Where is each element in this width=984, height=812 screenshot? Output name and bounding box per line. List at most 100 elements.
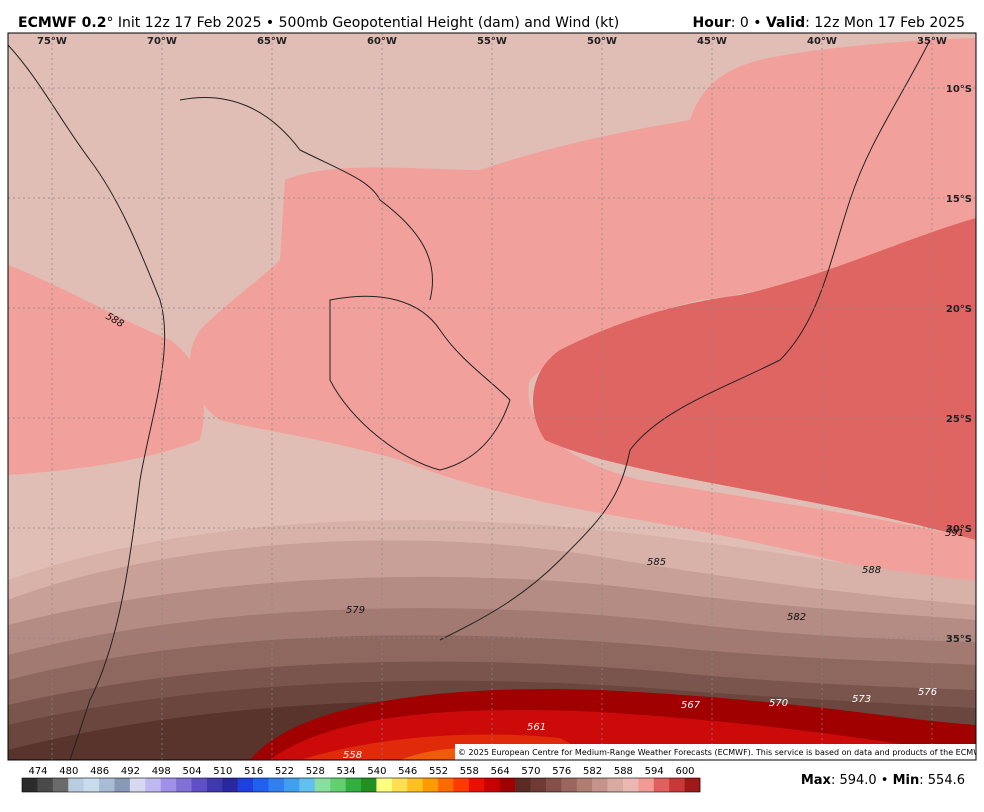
max-label: Max [801,773,832,788]
graticule [8,33,976,760]
contour-label: 576 [918,687,937,698]
colorbar-segment [468,778,485,792]
colorbar-label: 480 [59,766,78,777]
colorbar-segment [499,778,516,792]
colorbar-segment [530,778,547,792]
contour-label: 585 [647,557,666,568]
colorbar-segment [299,778,316,792]
coastline-west [8,44,166,760]
colorbar-segment [638,778,655,792]
lon-label: 75°W [37,36,67,47]
colorbar-segment [99,778,115,792]
colorbar-segment [237,778,254,792]
colorbar-segment [191,778,208,792]
colorbar-segment [515,778,531,792]
colorbar-segment [438,778,454,792]
colorbar-segment [37,778,54,792]
colorbar-segment [222,778,239,792]
model: ECMWF 0.2 [18,15,106,31]
contour-label: 588 [862,565,881,576]
valid-label: Valid [766,15,805,31]
max: : 594.0 • [831,773,893,788]
header-title: ECMWF 0.2° Init 12z 17 Feb 2025 • 500mb … [18,15,619,31]
colorbar-segment [268,778,285,792]
border-paraguay [329,295,511,471]
colorbar-segment [407,778,423,792]
lon-label: 35°W [917,36,947,47]
colorbar-label: 528 [306,766,325,777]
lon-label: 60°W [367,36,397,47]
colorbar-segment [453,778,470,792]
shade-588 [189,38,976,600]
min-label: Min [893,773,920,788]
map: 75°W 70°W 65°W 60°W 55°W 50°W 45°W 40°W 35°W 10°… [8,33,984,761]
title-rest: ° Init 12z 17 Feb 2025 • 500mb Geopotent… [106,15,619,31]
lat-label: 15°S [946,194,972,205]
colorbar-segment [83,778,100,792]
colorbar-segment [376,778,393,792]
colorbar-label: 588 [614,766,633,777]
contour-label: 558 [343,750,362,761]
colorbar-label: 552 [429,766,448,777]
colorbar-label: 570 [521,766,540,777]
shade-588-west [8,265,204,475]
colorbar-segment [545,778,562,792]
contour-label: 582 [787,612,806,623]
colorbar-segment [607,778,624,792]
lat-label: 30°S [946,524,972,535]
contour-label: 570 [769,698,788,709]
colorbar-segment [361,778,377,792]
colorbar-segment [114,778,131,792]
contour-label: 579 [346,605,365,616]
colorbar-frame [21,777,701,793]
colorbar-label: 522 [275,766,294,777]
colorbar-label: 564 [491,766,510,777]
copyright-box [455,744,976,760]
colorbar-label: 576 [552,766,571,777]
lat-label: 25°S [946,414,972,425]
colorbar-label: 540 [367,766,386,777]
colorbar-label: 498 [152,766,171,777]
contour-label: 573 [852,694,871,705]
colorbar-label: 504 [183,766,202,777]
header: ECMWF 0.2° Init 12z 17 Feb 2025 • 500mb … [18,15,965,31]
hour: : 0 • [731,15,766,31]
contour-labels: 588 591 585 588 582 579 576 573 570 567 … [104,311,965,761]
lat-label: 10°S [946,84,972,95]
lat-label: 35°S [946,634,972,645]
min: : 554.6 [919,773,965,788]
lon-label: 55°W [477,36,507,47]
colorbar-segment [622,778,639,792]
colorbar-label: 600 [675,766,694,777]
map-frame [7,32,977,761]
valid-info: Hour: 0 • Valid: 12z Mon 17 Feb 2025 [693,15,965,31]
colorbar-label: 492 [121,766,140,777]
stats: Max: 594.0 • Min: 554.6 [801,773,965,788]
colorbar-segment [561,778,578,792]
colorbar-label: 582 [583,766,602,777]
colorbar-segment [206,778,223,792]
valid: : 12z Mon 17 Feb 2025 [805,15,965,31]
colorbar-segment [484,778,500,792]
colorbar-segment [422,778,439,792]
copyright: © 2025 European Centre for Medium-Range … [458,748,984,757]
colorbar-segment [253,778,269,792]
colorbar-segment [145,778,161,792]
colorbar-segment [68,778,84,792]
lon-label: 65°W [257,36,287,47]
colorbar-label: 558 [460,766,479,777]
colorbar-segment [160,778,177,792]
colorbar-segment [345,778,362,792]
colorbar-label: 516 [244,766,263,777]
colorbar-segment [592,778,608,792]
colorbar-segment [576,778,593,792]
colorbar: 474 480 486 492 498 504 510 516 522 528 534 540 546 5… [21,766,701,793]
colorbar-segment [330,778,346,792]
colorbar-label: 594 [645,766,664,777]
colorbar-label: 510 [213,766,232,777]
colorbar-segment [283,778,300,792]
colorbar-segment [22,778,38,792]
border-bolivia [179,96,434,301]
colorbar-segment [391,778,408,792]
